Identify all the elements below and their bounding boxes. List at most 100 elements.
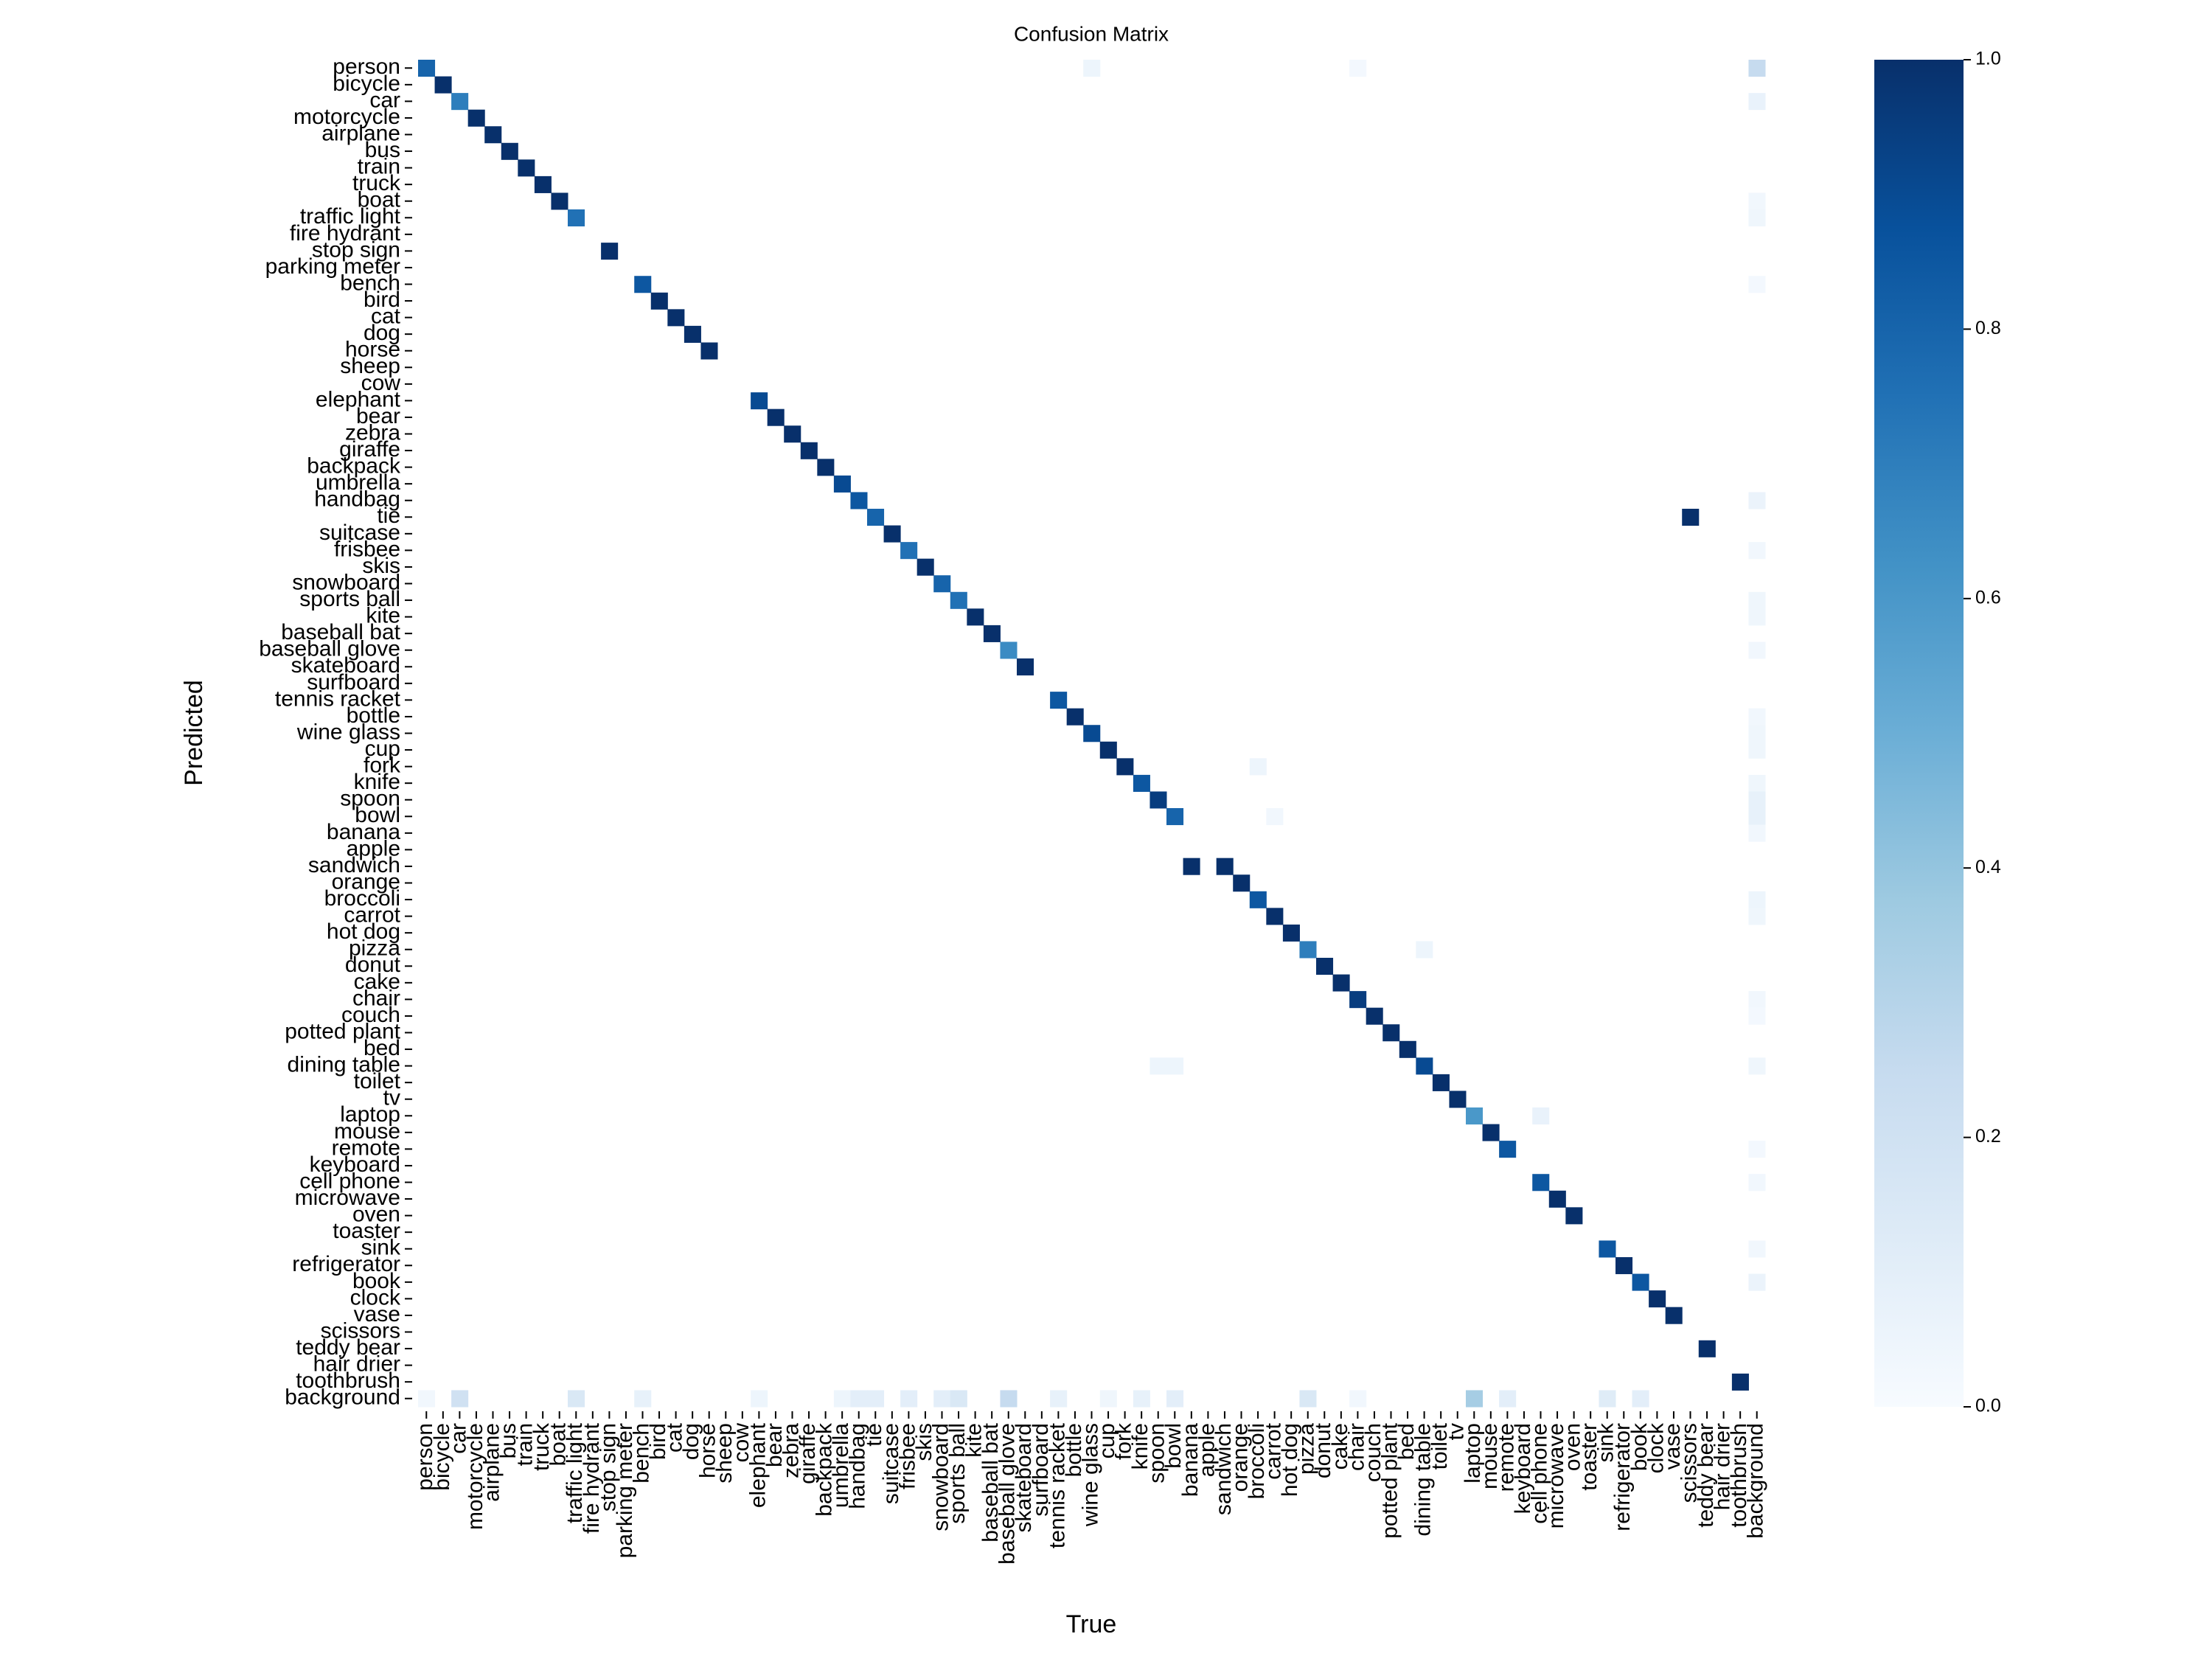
heatmap-cell bbox=[634, 1390, 652, 1408]
x-tick-label: background bbox=[1744, 1423, 1768, 1539]
x-tick-label: cake bbox=[1328, 1423, 1352, 1470]
y-tick-label: bus bbox=[365, 138, 400, 162]
y-tick-label: vase bbox=[354, 1302, 400, 1326]
x-tick-label: cow bbox=[729, 1423, 754, 1463]
x-tick-label: orange bbox=[1228, 1423, 1252, 1492]
y-tick-label: tie bbox=[377, 504, 400, 528]
y-tick-label: snowboard bbox=[292, 570, 400, 594]
y-tick-label: car bbox=[369, 88, 400, 112]
y-tick-label: mouse bbox=[334, 1119, 400, 1144]
heatmap-cell bbox=[1565, 1207, 1583, 1225]
x-tick-label: kite bbox=[962, 1423, 987, 1458]
x-tick-label: fork bbox=[1112, 1422, 1136, 1460]
x-tick-label: chair bbox=[1344, 1423, 1368, 1471]
heatmap-cell bbox=[983, 625, 1001, 642]
heatmap-cell bbox=[1299, 941, 1317, 959]
y-tick-label: elephant bbox=[316, 387, 401, 411]
x-tick-label: snowboard bbox=[928, 1423, 953, 1531]
x-tick-label: surfboard bbox=[1029, 1423, 1053, 1517]
heatmap-cell bbox=[917, 558, 934, 576]
heatmap-cell bbox=[1216, 858, 1234, 875]
heatmap-cell bbox=[1366, 1007, 1383, 1025]
x-tick-label: bear bbox=[762, 1423, 787, 1467]
y-tick-label: sports ball bbox=[299, 587, 400, 611]
heatmap-cell bbox=[1482, 1124, 1500, 1141]
heatmap-cell bbox=[1133, 1390, 1150, 1408]
x-tick-label: teddy bear bbox=[1694, 1423, 1718, 1528]
heatmap-cell bbox=[950, 591, 967, 609]
x-tick-label: handbag bbox=[846, 1423, 870, 1509]
heatmap-cell bbox=[817, 459, 835, 476]
heatmap-cell bbox=[551, 192, 568, 210]
y-tick-label: apple bbox=[347, 836, 400, 860]
x-tick-label: giraffe bbox=[796, 1423, 820, 1484]
x-tick-label: backpack bbox=[813, 1422, 837, 1517]
heatmap-cell bbox=[1748, 60, 1766, 77]
heatmap-cell bbox=[1649, 1290, 1666, 1308]
x-tick-label: book bbox=[1627, 1422, 1652, 1471]
y-tick-label: wine glass bbox=[296, 720, 400, 744]
heatmap-cell bbox=[1050, 1390, 1068, 1408]
x-tick-label: cat bbox=[663, 1422, 687, 1453]
y-tick-label: skis bbox=[362, 554, 400, 578]
y-tick-label: zebra bbox=[345, 420, 400, 445]
heatmap-cell bbox=[1017, 658, 1034, 676]
y-tick-label: umbrella bbox=[316, 470, 400, 495]
x-tick-label: traffic light bbox=[563, 1422, 587, 1523]
heatmap-cell bbox=[1150, 791, 1167, 809]
x-tick-label: tie bbox=[862, 1423, 886, 1447]
heatmap-cell bbox=[950, 1390, 967, 1408]
x-tick-label: boat bbox=[546, 1422, 571, 1466]
heatmap-cell bbox=[1615, 1257, 1633, 1275]
heatmap-cell bbox=[1083, 725, 1101, 742]
heatmap-cell bbox=[867, 509, 885, 526]
y-tick-label: train bbox=[358, 155, 400, 179]
heatmap-cell bbox=[933, 575, 951, 593]
heatmap-cell bbox=[1632, 1390, 1649, 1408]
x-tick-label: toaster bbox=[1577, 1423, 1601, 1491]
y-tick-label: cell phone bbox=[299, 1169, 400, 1193]
x-tick-label: sandwich bbox=[1211, 1423, 1236, 1515]
y-tick-label: skateboard bbox=[291, 653, 400, 678]
colorbar-tick-label: 0.2 bbox=[1975, 1126, 2001, 1147]
x-tick-label: cell phone bbox=[1527, 1423, 1551, 1524]
y-tick-label: motorcycle bbox=[293, 105, 400, 129]
y-tick-label: dog bbox=[364, 321, 400, 345]
x-tick-label: toilet bbox=[1427, 1422, 1452, 1470]
heatmap-cell bbox=[833, 1390, 851, 1408]
x-tick-label: mouse bbox=[1478, 1423, 1502, 1489]
heatmap-cell bbox=[1000, 1390, 1018, 1408]
x-tick-label: keyboard bbox=[1511, 1423, 1535, 1514]
heatmap-cell bbox=[833, 475, 851, 493]
y-tick-label: boat bbox=[358, 188, 401, 212]
colorbar-tick-label: 0.8 bbox=[1975, 318, 2001, 338]
heatmap-cell bbox=[900, 542, 918, 560]
heatmap-cell bbox=[1349, 1390, 1367, 1408]
heatmap-cell bbox=[1316, 958, 1334, 975]
heatmap-cell bbox=[1682, 509, 1700, 526]
heatmap-cell bbox=[751, 392, 768, 410]
heatmap-cell bbox=[1748, 808, 1766, 826]
chart-title: Confusion Matrix bbox=[1014, 22, 1169, 45]
x-tick-label: person bbox=[413, 1423, 437, 1491]
x-tick-label: zebra bbox=[779, 1423, 803, 1478]
y-tick-label: cake bbox=[354, 970, 400, 994]
y-tick-label: toaster bbox=[333, 1219, 400, 1243]
heatmap-cell bbox=[1748, 608, 1766, 626]
y-tick-label: baseball glove bbox=[259, 637, 400, 661]
x-tick-label: horse bbox=[696, 1423, 720, 1478]
x-tick-label: bowl bbox=[1161, 1423, 1186, 1469]
x-tick-label: carrot bbox=[1262, 1422, 1286, 1479]
y-tick-label: truck bbox=[352, 171, 401, 195]
x-tick-label: bench bbox=[629, 1423, 653, 1484]
heatmap-cell bbox=[1382, 1024, 1400, 1042]
heatmap-cell bbox=[1416, 941, 1433, 959]
heatmap-cell bbox=[1532, 1174, 1550, 1192]
y-tick-label: chair bbox=[352, 986, 400, 1010]
x-tick-label: spoon bbox=[1145, 1423, 1169, 1484]
x-tick-label: apple bbox=[1194, 1423, 1219, 1477]
heatmap-cell bbox=[1083, 60, 1101, 77]
heatmap-cell bbox=[568, 1390, 585, 1408]
y-tick-label: spoon bbox=[340, 787, 400, 811]
heatmap-cell bbox=[1532, 1107, 1550, 1125]
